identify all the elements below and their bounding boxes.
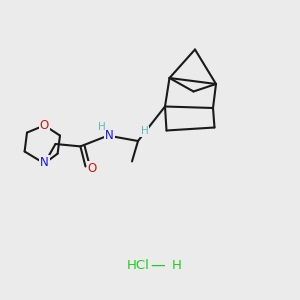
- Text: HCl: HCl: [127, 259, 149, 272]
- Text: N: N: [40, 156, 49, 169]
- Text: O: O: [40, 119, 49, 132]
- Text: N: N: [105, 129, 114, 142]
- Text: —: —: [150, 258, 165, 273]
- Text: O: O: [88, 161, 97, 175]
- Text: H: H: [172, 259, 182, 272]
- Text: H: H: [98, 122, 105, 132]
- Text: H: H: [141, 126, 148, 136]
